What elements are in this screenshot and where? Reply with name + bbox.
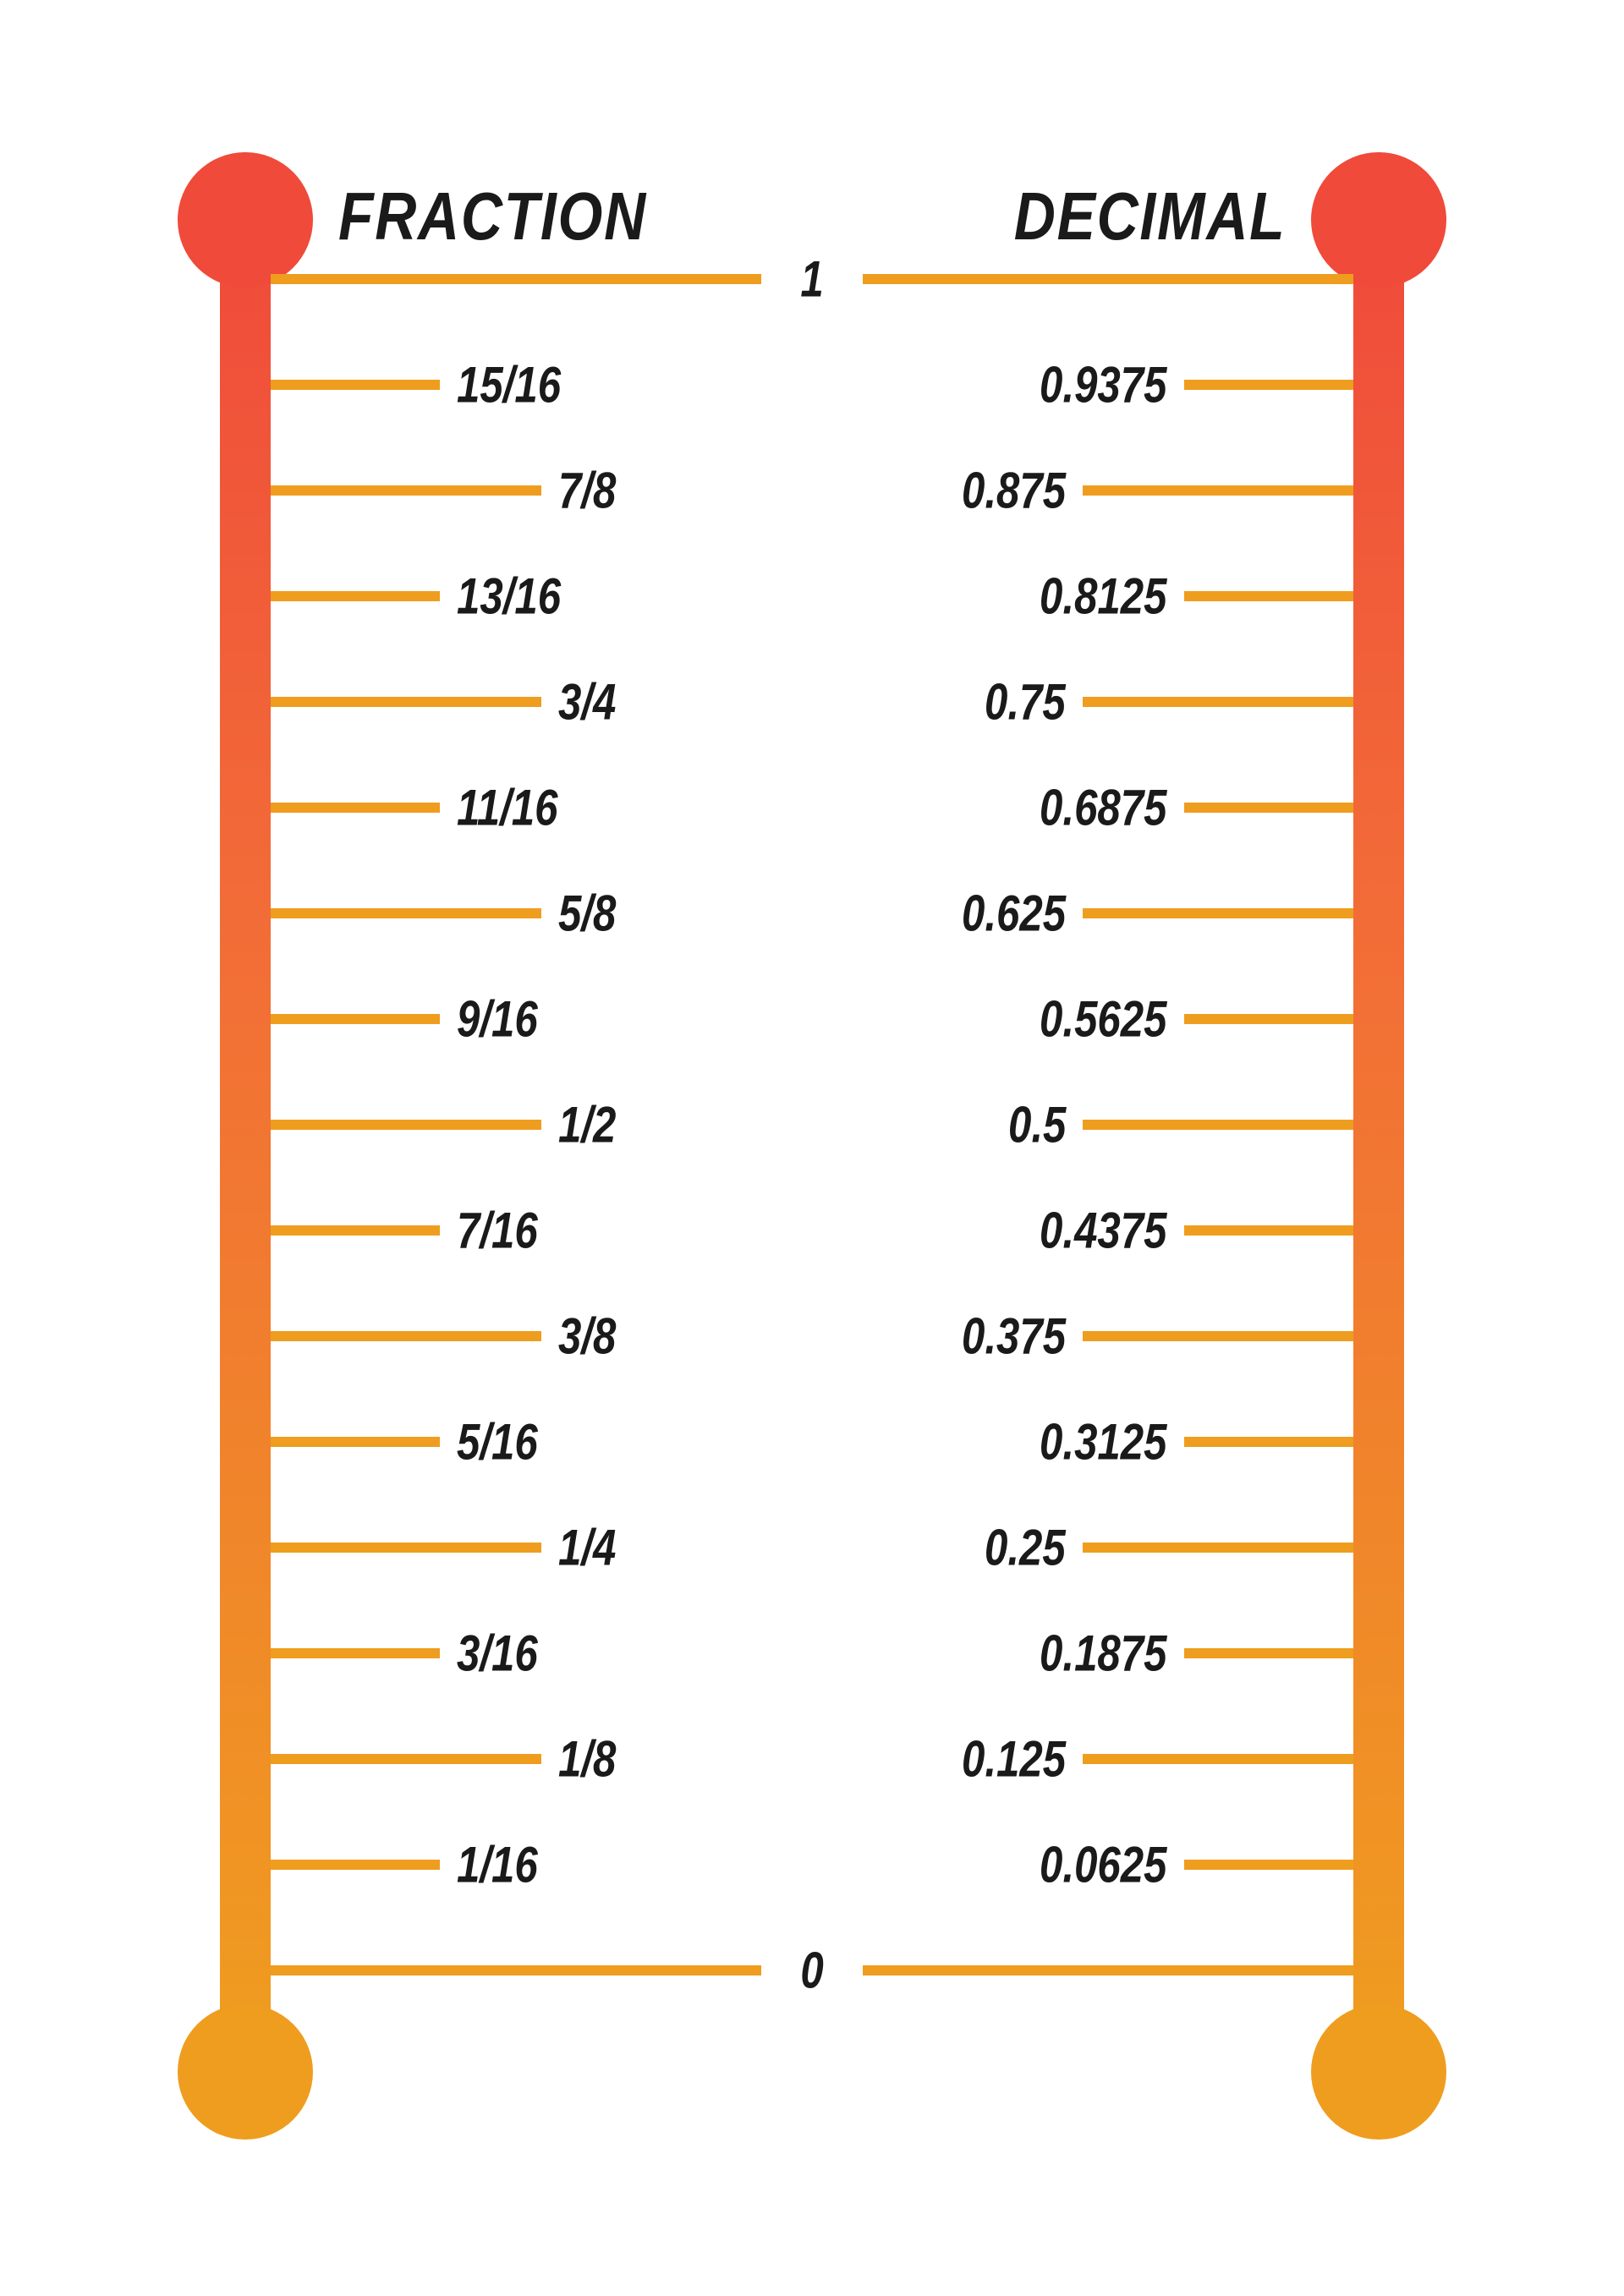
header-decimal: Decimal: [1013, 178, 1286, 255]
tick-decimal-8: [1184, 1225, 1353, 1236]
tick-fraction-8: [271, 1225, 440, 1236]
tick-decimal-13: [1083, 1754, 1353, 1764]
label-fraction-14: 1/16: [457, 1836, 538, 1894]
tick-decimal-6: [1184, 1014, 1353, 1024]
tick-fraction-2: [271, 591, 440, 601]
label-fraction-13: 1/8: [558, 1730, 616, 1789]
tick-top-right: [863, 274, 1353, 284]
label-fraction-6: 9/16: [457, 990, 538, 1049]
label-fraction-4: 11/16: [457, 779, 557, 837]
fraction-decimal-chart: Fraction Decimal 1 0 15/16 0.9375 7/8 0.875 13…: [220, 169, 1404, 2123]
tick-decimal-1: [1083, 485, 1353, 496]
label-fraction-11: 1/4: [558, 1519, 616, 1577]
label-decimal-10: 0.3125: [1040, 1413, 1167, 1471]
left-bar: [220, 220, 271, 2072]
label-decimal-7: 0.5: [1008, 1096, 1066, 1154]
label-fraction-7: 1/2: [558, 1096, 616, 1154]
tick-fraction-11: [271, 1543, 541, 1553]
knob-bottom-right: [1311, 2004, 1446, 2140]
tick-decimal-2: [1184, 591, 1353, 601]
tick-decimal-0: [1184, 380, 1353, 390]
label-decimal-9: 0.375: [962, 1307, 1066, 1366]
label-decimal-11: 0.25: [985, 1519, 1066, 1577]
tick-fraction-3: [271, 697, 541, 707]
tick-fraction-13: [271, 1754, 541, 1764]
tick-fraction-0: [271, 380, 440, 390]
tick-fraction-12: [271, 1648, 440, 1658]
tick-fraction-14: [271, 1860, 440, 1870]
label-decimal-6: 0.5625: [1040, 990, 1167, 1049]
tick-bottom-left: [271, 1965, 761, 1975]
tick-decimal-10: [1184, 1437, 1353, 1447]
label-decimal-2: 0.8125: [1040, 567, 1167, 626]
tick-fraction-10: [271, 1437, 440, 1447]
label-fraction-10: 5/16: [457, 1413, 538, 1471]
label-fraction-3: 3/4: [558, 673, 616, 732]
tick-fraction-1: [271, 485, 541, 496]
label-decimal-5: 0.625: [962, 885, 1066, 943]
tick-fraction-7: [271, 1120, 541, 1130]
label-decimal-4: 0.6875: [1040, 779, 1167, 837]
knob-top-right: [1311, 152, 1446, 288]
tick-decimal-5: [1083, 908, 1353, 918]
label-fraction-0: 15/16: [457, 356, 561, 414]
label-decimal-3: 0.75: [985, 673, 1066, 732]
knob-top-left: [178, 152, 313, 288]
label-zero: 0: [800, 1942, 823, 2000]
label-one: 1: [800, 250, 823, 309]
tick-fraction-4: [271, 803, 440, 813]
knob-bottom-left: [178, 2004, 313, 2140]
label-decimal-14: 0.0625: [1040, 1836, 1167, 1894]
tick-fraction-9: [271, 1331, 541, 1341]
label-decimal-13: 0.125: [962, 1730, 1066, 1789]
label-decimal-1: 0.875: [962, 462, 1066, 520]
tick-top-left: [271, 274, 761, 284]
tick-decimal-9: [1083, 1331, 1353, 1341]
label-fraction-1: 7/8: [558, 462, 616, 520]
label-decimal-12: 0.1875: [1040, 1625, 1167, 1683]
tick-decimal-3: [1083, 697, 1353, 707]
tick-bottom-right: [863, 1965, 1353, 1975]
tick-fraction-6: [271, 1014, 440, 1024]
label-fraction-5: 5/8: [558, 885, 616, 943]
tick-decimal-7: [1083, 1120, 1353, 1130]
tick-fraction-5: [271, 908, 541, 918]
right-bar: [1353, 220, 1404, 2072]
label-fraction-9: 3/8: [558, 1307, 616, 1366]
label-fraction-12: 3/16: [457, 1625, 538, 1683]
tick-decimal-14: [1184, 1860, 1353, 1870]
label-decimal-8: 0.4375: [1040, 1202, 1167, 1260]
tick-decimal-4: [1184, 803, 1353, 813]
header-fraction: Fraction: [338, 178, 647, 255]
label-fraction-8: 7/16: [457, 1202, 538, 1260]
tick-decimal-11: [1083, 1543, 1353, 1553]
tick-decimal-12: [1184, 1648, 1353, 1658]
label-decimal-0: 0.9375: [1040, 356, 1167, 414]
label-fraction-2: 13/16: [457, 567, 561, 626]
